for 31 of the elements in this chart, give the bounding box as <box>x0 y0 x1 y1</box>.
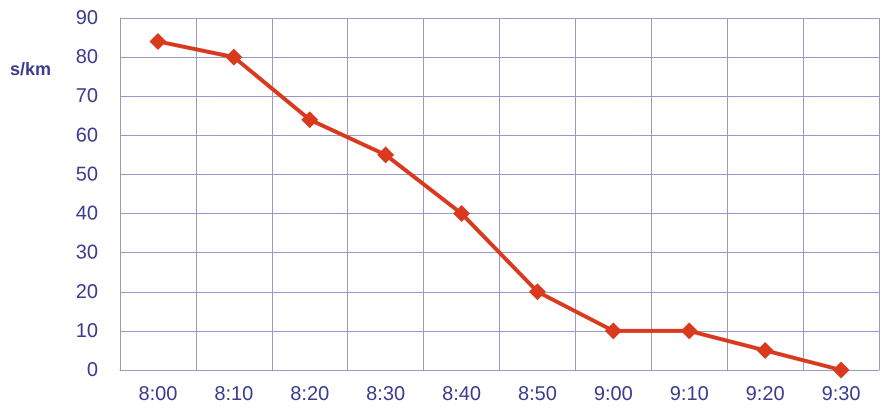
y-tick-label: 70 <box>76 85 98 108</box>
point <box>604 322 622 340</box>
point <box>377 146 394 164</box>
y-tick-label: 10 <box>76 320 98 342</box>
y-tick-label: 20 <box>76 280 98 303</box>
point <box>453 205 470 222</box>
y-tick-label: 40 <box>76 202 98 225</box>
y-tick-label: 60 <box>76 124 98 146</box>
x-tick-label: 9:30 <box>822 383 861 405</box>
y-tick-label: 90 <box>76 7 98 29</box>
y-tick-label: 50 <box>76 163 98 186</box>
y-tick-label: 0 <box>86 359 98 381</box>
x-tick-label: 8:30 <box>366 383 406 405</box>
x-tick-label: 9:00 <box>594 383 633 405</box>
x-tick-label: 9:20 <box>746 383 785 405</box>
y-tick-label: 30 <box>76 242 98 264</box>
x-tick-label: 8:40 <box>442 383 482 405</box>
point <box>149 32 166 50</box>
point <box>756 342 774 359</box>
x-tick-label: 8:10 <box>214 383 254 405</box>
x-tick-label: 8:50 <box>518 383 557 405</box>
y-tick-label: 80 <box>76 46 98 68</box>
y-axis-title: s/km <box>10 59 52 79</box>
x-tick-label: 8:20 <box>290 383 330 405</box>
point <box>680 322 698 340</box>
x-tick-label: 9:10 <box>670 383 709 405</box>
point <box>528 283 546 300</box>
x-tick-label: 8:00 <box>138 383 178 405</box>
point <box>832 362 850 378</box>
point <box>225 48 242 66</box>
point <box>301 111 318 128</box>
